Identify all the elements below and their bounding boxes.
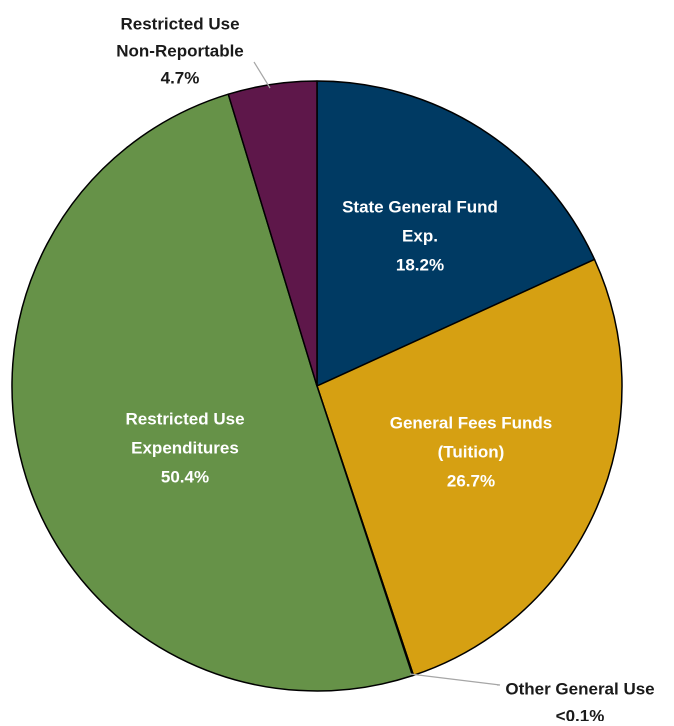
slice-label-2: Other General Use <0.1% [505,679,654,725]
slice-label-0: State General Fund Exp. 18.2% [342,197,498,274]
pie-slice-0 [316,80,596,387]
slice-label-1: General Fees Funds (Tuition) 26.7% [390,413,553,490]
slice-label-3: Restricted Use Expenditures 50.4% [125,409,244,486]
slice-label-4: Restricted Use Non-Reportable 4.7% [116,14,244,87]
slice-value-label-4: 4.7% [161,68,200,87]
slice-value-label-2: <0.1% [556,706,605,721]
leader-lines-layer [253,61,501,686]
labels-layer: State General Fund Exp. 18.2% General Fees … [116,14,654,725]
leader-line-2 [409,673,501,686]
leader-line-4 [253,61,271,89]
pie-slice-1 [316,258,623,677]
slice-name-label-4-line-0: Restricted Use [120,14,239,33]
slice-name-label-0-line-0: State General Fund [342,197,498,216]
slices-layer [11,80,623,692]
pie-slice-4 [227,80,318,387]
slice-name-label-1-line-1: (Tuition) [438,442,505,461]
slice-name-label-4-line-1: Non-Reportable [116,41,244,60]
pie-slice-3 [11,93,414,692]
slice-name-label-1-line-0: General Fees Funds [390,413,553,432]
slice-name-label-2-line-0: Other General Use [505,679,654,698]
slice-name-label-3-line-0: Restricted Use [125,409,244,428]
slice-value-label-3: 50.4% [161,467,209,486]
slice-name-label-0-line-1: Exp. [402,226,438,245]
slice-value-label-1: 26.7% [447,471,495,490]
slice-value-label-0: 18.2% [396,255,444,274]
slice-name-label-3-line-1: Expenditures [131,438,239,457]
